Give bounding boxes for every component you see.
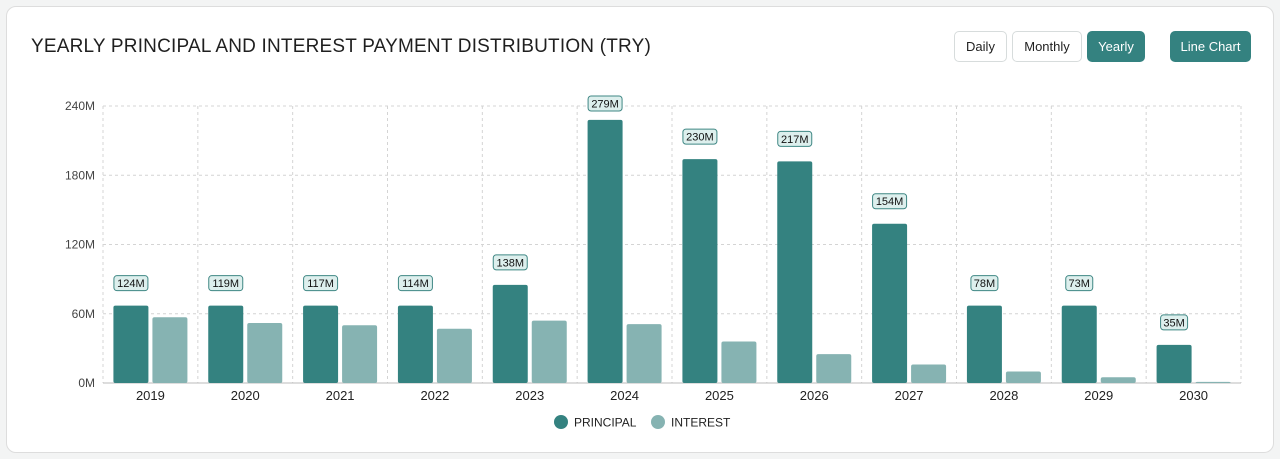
principal-bar [966, 305, 1002, 383]
chart-card: YEARLY PRINCIPAL AND INTEREST PAYMENT DI… [6, 6, 1274, 453]
principal-bar [682, 159, 718, 383]
legend-interest-swatch [651, 415, 665, 429]
total-label-box [1065, 275, 1094, 292]
total-label: 124M [117, 278, 145, 290]
daily-button[interactable]: Daily [954, 31, 1007, 62]
y-tick-label: 180M [65, 168, 95, 182]
total-label: 138M [496, 257, 524, 269]
total-label: 279M [591, 99, 619, 111]
total-label-box [682, 128, 718, 145]
total-label-box [208, 275, 244, 292]
x-tick-label: 2030 [1179, 388, 1208, 403]
principal-bar [1061, 305, 1097, 383]
principal-bar [1156, 344, 1192, 383]
bar-chart: 0M 60M 120M 180M 240M 2019 124M 2020 119M 2021 117… [65, 95, 1242, 430]
y-tick-label: 240M [65, 99, 95, 113]
legend-principal-swatch [554, 415, 568, 429]
principal-bar [113, 305, 149, 383]
total-label: 117M [307, 278, 334, 290]
total-label: 154M [876, 196, 904, 208]
interest-bar [1100, 377, 1136, 383]
interest-bar [342, 325, 378, 383]
interest-bar [911, 364, 947, 383]
x-tick-label: 2025 [705, 388, 734, 403]
yearly-button[interactable]: Yearly [1087, 31, 1145, 62]
x-tick-label: 2027 [895, 388, 924, 403]
x-tick-label: 2028 [989, 388, 1018, 403]
interest-bar [721, 341, 757, 383]
total-label-box [303, 275, 339, 292]
legend-interest-label: INTEREST [671, 416, 731, 430]
total-label: 73M [1069, 278, 1090, 290]
principal-bar [208, 305, 244, 383]
y-tick-label: 0M [78, 376, 95, 390]
x-tick-label: 2023 [515, 388, 544, 403]
total-label: 217M [781, 134, 809, 146]
principal-bar [303, 305, 339, 383]
line-chart-button[interactable]: Line Chart [1170, 31, 1251, 62]
principal-bar [872, 223, 908, 383]
x-tick-label: 2020 [231, 388, 260, 403]
monthly-button[interactable]: Monthly [1012, 31, 1082, 62]
total-label-box [1160, 314, 1189, 331]
total-label: 35M [1163, 317, 1184, 329]
total-label: 114M [402, 278, 429, 290]
interest-bar [1005, 371, 1041, 383]
total-label-box [777, 130, 813, 147]
x-tick-label: 2021 [326, 388, 355, 403]
interest-bar [152, 317, 188, 383]
total-label: 230M [686, 132, 714, 144]
x-tick-label: 2026 [800, 388, 829, 403]
total-label: 119M [212, 278, 239, 290]
x-tick-label: 2019 [136, 388, 165, 403]
principal-bar [492, 284, 528, 383]
total-label-box [397, 275, 433, 292]
interest-bar [247, 322, 283, 383]
interest-bar [1195, 381, 1231, 383]
y-tick-label: 120M [65, 238, 95, 252]
x-tick-label: 2029 [1084, 388, 1113, 403]
total-label-box [492, 254, 528, 271]
interest-bar [626, 324, 662, 383]
legend-principal-label: PRINCIPAL [574, 416, 637, 430]
principal-bar [587, 119, 623, 383]
total-label-box [113, 275, 149, 292]
x-tick-label: 2022 [420, 388, 449, 403]
y-tick-label: 60M [72, 307, 95, 321]
total-label-box [970, 275, 999, 292]
x-tick-label: 2024 [610, 388, 639, 403]
interest-bar [436, 328, 472, 383]
principal-bar [777, 161, 813, 383]
interest-bar [816, 354, 852, 383]
principal-bar [397, 305, 433, 383]
chart-title: YEARLY PRINCIPAL AND INTEREST PAYMENT DI… [31, 36, 652, 57]
total-label: 78M [974, 278, 995, 290]
interest-bar [531, 320, 567, 383]
total-label-box [872, 193, 908, 210]
total-label-box [587, 95, 623, 112]
